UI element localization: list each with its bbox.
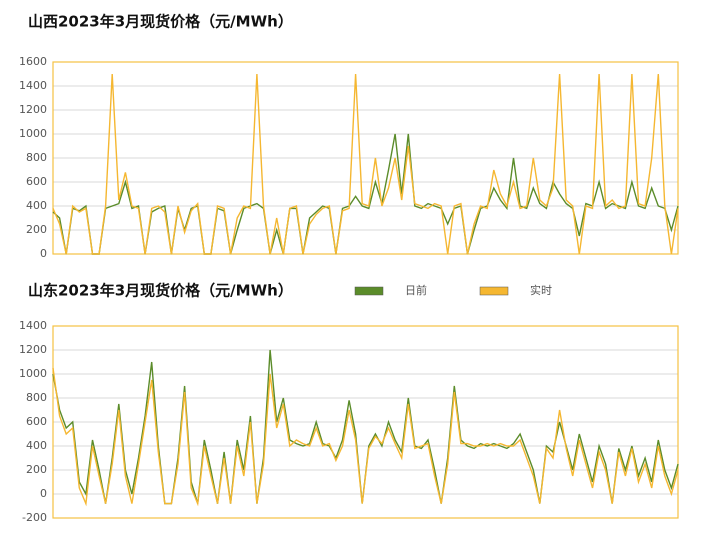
y-tick-label: 0 — [40, 247, 47, 260]
y-tick-label: 1200 — [19, 103, 47, 116]
legend-label: 实时 — [530, 283, 552, 297]
series-line — [52, 367, 679, 507]
y-tick-label: 0 — [40, 487, 47, 500]
y-tick-label: 800 — [26, 391, 47, 404]
y-tick-label: 400 — [26, 439, 47, 452]
y-tick-label: 1600 — [19, 55, 47, 68]
series-line — [52, 133, 679, 255]
y-tick-label: 600 — [26, 415, 47, 428]
y-tick-label: 1000 — [19, 127, 47, 140]
legend-swatch — [479, 286, 509, 296]
y-tick-label: 1400 — [19, 79, 47, 92]
y-tick-label: 800 — [26, 151, 47, 164]
y-tick-label: -200 — [22, 511, 47, 524]
y-tick-label: 1400 — [19, 319, 47, 332]
chart-title: 山西2023年3月现货价格（元/MWh） — [28, 13, 293, 31]
plot-border — [52, 61, 679, 255]
y-tick-label: 1000 — [19, 367, 47, 380]
legend-swatch — [354, 286, 384, 296]
legend-label: 日前 — [405, 283, 427, 297]
plot-border — [52, 325, 679, 519]
y-tick-label: 200 — [26, 463, 47, 476]
chart-title: 山东2023年3月现货价格（元/MWh） — [28, 282, 293, 300]
series-line — [52, 73, 679, 255]
y-tick-label: 600 — [26, 175, 47, 188]
y-tick-label: 200 — [26, 223, 47, 236]
y-tick-label: 1200 — [19, 343, 47, 356]
y-tick-label: 400 — [26, 199, 47, 212]
